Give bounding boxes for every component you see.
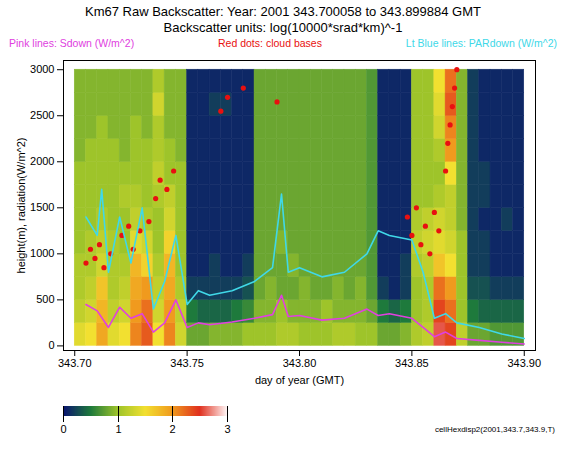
svg-text:2000: 2000 (30, 155, 54, 167)
svg-text:1000: 1000 (30, 247, 54, 259)
svg-text:343.80: 343.80 (283, 357, 317, 369)
svg-text:0: 0 (48, 339, 54, 351)
html-text:cellHexdisp2(2001,343.7,343.9,: cellHexdisp2(2001,343.7,343.9,T) (434, 425, 555, 434)
html-text:Red dots: cloud bases: Red dots: cloud bases (218, 37, 322, 49)
svg-text:500: 500 (36, 293, 54, 305)
svg-text:3000: 3000 (30, 63, 54, 75)
svg-text:1500: 1500 (30, 201, 54, 213)
svg-text:2500: 2500 (30, 109, 54, 121)
svg-text:3: 3 (224, 423, 230, 435)
svg-text:343.90: 343.90 (507, 357, 541, 369)
svg-text:343.85: 343.85 (395, 357, 429, 369)
svg-text:day of year (GMT): day of year (GMT) (255, 374, 344, 386)
html-text:Backscatter units: log(10000*s: Backscatter units: log(10000*srad*km)^-1 (163, 20, 403, 35)
svg-text:2: 2 (169, 423, 175, 435)
svg-text:1: 1 (115, 423, 121, 435)
html-text:Pink lines: Sdown (W/m^2): Pink lines: Sdown (W/m^2) (9, 37, 135, 49)
html-text:Km67 Raw Backscatter: Year: 20: Km67 Raw Backscatter: Year: 2001 343.700… (85, 4, 481, 19)
svg-text:0: 0 (60, 423, 66, 435)
svg-text:height(m), radiation(W/m^2): height(m), radiation(W/m^2) (15, 138, 27, 274)
svg-text:343.70: 343.70 (58, 357, 92, 369)
html-text:Lt Blue lines: PARdown (W/m^2): Lt Blue lines: PARdown (W/m^2) (405, 37, 557, 49)
svg-text:343.75: 343.75 (170, 357, 204, 369)
